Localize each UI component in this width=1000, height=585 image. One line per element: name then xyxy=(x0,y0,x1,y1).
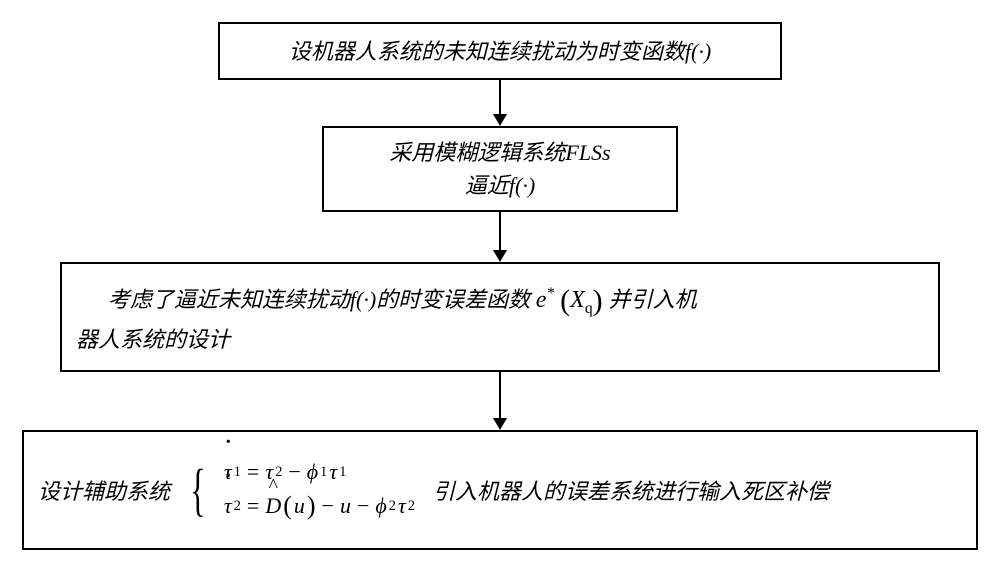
eq1-phi-sub: 1 xyxy=(320,464,327,481)
eq1-lhs-sub: 1 xyxy=(234,464,241,481)
arrow-2-head xyxy=(493,250,507,262)
box-4-content: 设计辅助系统 { τ1 = τ2 − ϕ1 τ1 τ2 = D (u) xyxy=(38,459,962,521)
eq1-op: − xyxy=(288,459,300,485)
left-brace-icon: { xyxy=(190,461,205,519)
eq2-phi-sub: 2 xyxy=(389,498,396,515)
box-3-line1: 考虑了逼近未知连续扰动f(·)的时变误差函数 e* (Xq) 并引入机 xyxy=(76,278,924,323)
box-1-content: 设机器人系统的未知连续扰动为时变函数f(·) xyxy=(234,35,766,68)
eq2-lhs-tau: τ xyxy=(224,493,232,519)
box-step-2: 采用模糊逻辑系统FLSs 逼近f(·) xyxy=(322,126,678,212)
box-3-line2: 器人系统的设计 xyxy=(76,323,924,356)
equation-2: τ2 = D (u) − u − ϕ2 τ2 xyxy=(224,491,415,521)
arrow-3-head xyxy=(493,418,507,430)
eq2-lhs-sub: 2 xyxy=(234,498,241,515)
box-step-3: 考虑了逼近未知连续扰动f(·)的时变误差函数 e* (Xq) 并引入机 器人系统… xyxy=(60,262,940,372)
box-2-line2: 逼近f(·) xyxy=(338,169,662,202)
arrow-1-head xyxy=(493,114,507,126)
eq1-r2-tau: τ xyxy=(329,459,337,485)
box-3-l1-func: f(·) xyxy=(350,287,376,312)
eq2-phi: ϕ xyxy=(375,493,386,519)
eq1-phi: ϕ xyxy=(307,459,318,485)
eq2-u: u xyxy=(340,493,351,519)
eq2-op1: − xyxy=(322,493,334,519)
box-2-line1: 采用模糊逻辑系统FLSs xyxy=(338,136,662,169)
box-step-4: 设计辅助系统 { τ1 = τ2 − ϕ1 τ1 τ2 = D (u) xyxy=(22,430,978,550)
equation-stack: τ1 = τ2 − ϕ1 τ1 τ2 = D (u) − u − ϕ2 xyxy=(224,459,415,521)
box-step-1: 设机器人系统的未知连续扰动为时变函数f(·) xyxy=(218,22,782,80)
box-4-right-text: 引入机器人的误差系统进行输入死区补偿 xyxy=(433,474,962,506)
err-star: * xyxy=(546,285,554,302)
eq2-Dhat: D xyxy=(265,493,281,519)
box-2-line2-prefix: 逼近 xyxy=(465,173,509,198)
equation-1: τ1 = τ2 − ϕ1 τ1 xyxy=(224,459,346,485)
box-1-text: 设机器人系统的未知连续扰动为时变函数 xyxy=(289,39,685,64)
eq2-r2-sub: 2 xyxy=(408,498,415,515)
box-3-err: e* (Xq) xyxy=(536,287,609,313)
arrow-1-line xyxy=(499,80,501,114)
flowchart-canvas: 设机器人系统的未知连续扰动为时变函数f(·) 采用模糊逻辑系统FLSs 逼近f(… xyxy=(0,0,1000,585)
box-2-func: f(·) xyxy=(509,173,535,198)
eq2-r2-tau: τ xyxy=(398,493,406,519)
aux-system-label: 设计辅助系统 xyxy=(38,474,170,506)
box-3-content: 考虑了逼近未知连续扰动f(·)的时变误差函数 e* (Xq) 并引入机 器人系统… xyxy=(76,278,924,356)
box-2-content: 采用模糊逻辑系统FLSs 逼近f(·) xyxy=(338,136,662,202)
err-e: e xyxy=(536,287,547,313)
eq2-op2: − xyxy=(357,493,369,519)
arrow-2-line xyxy=(499,212,501,250)
box-1-func: f(·) xyxy=(685,39,711,64)
eq2-Darg: u xyxy=(294,493,305,519)
box-3-l1-suffix: 并引入机 xyxy=(609,287,697,312)
arrow-3-line xyxy=(499,372,501,418)
err-q: q xyxy=(585,300,593,317)
box-3-l1-mid: 的时变误差函数 xyxy=(376,287,536,312)
err-X: X xyxy=(570,287,585,313)
eq1-r2-sub: 1 xyxy=(339,464,346,481)
box-3-l1-prefix: 考虑了逼近未知连续扰动 xyxy=(108,287,350,312)
